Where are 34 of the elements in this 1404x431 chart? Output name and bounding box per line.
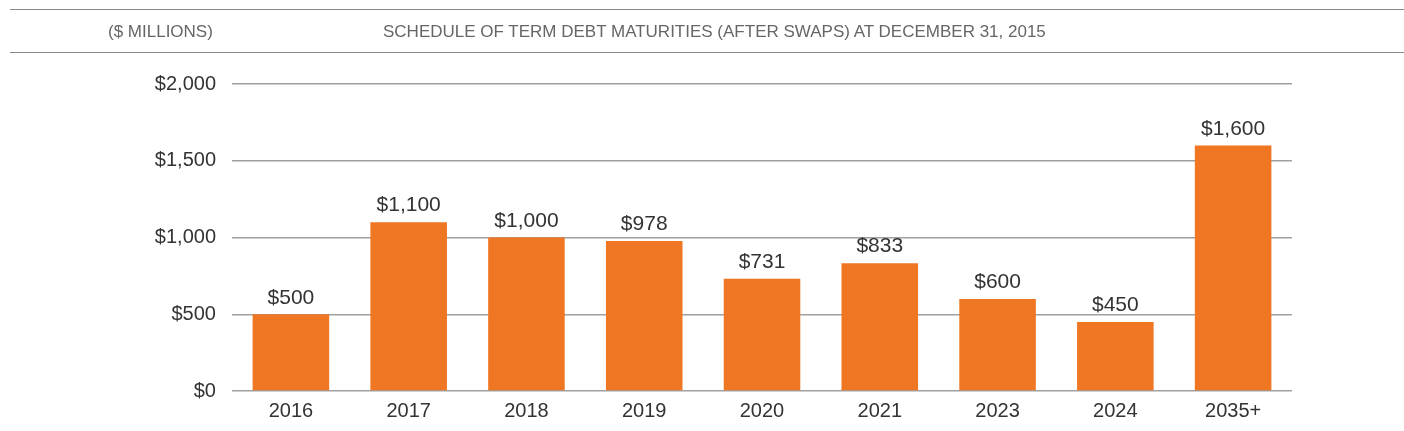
bar <box>723 278 801 391</box>
x-tick-label: 2024 <box>1093 398 1138 421</box>
y-tick-label: $0 <box>193 378 216 401</box>
bar <box>252 314 330 391</box>
y-tick-label: $1,000 <box>154 225 216 248</box>
chart-title: SCHEDULE OF TERM DEBT MATURITIES (AFTER SWAPS) AT DECEMBER 31, 2015 <box>383 22 1046 42</box>
y-axis-title: ($ MILLIONS) <box>108 22 213 42</box>
y-tick-label: $500 <box>171 301 216 324</box>
bar <box>1077 321 1154 391</box>
bar <box>370 222 447 391</box>
data-label: $1,600 <box>1200 115 1266 139</box>
x-tick-label: 2018 <box>504 398 549 421</box>
data-label: $833 <box>856 233 904 257</box>
x-tick-label: 2020 <box>739 398 785 421</box>
bar <box>1194 145 1272 391</box>
x-tick-label: 2019 <box>621 398 667 421</box>
bar <box>488 237 565 391</box>
data-label: $500 <box>267 284 315 308</box>
x-tick-label: 2023 <box>975 398 1020 421</box>
bar <box>605 240 683 391</box>
data-label: $450 <box>1091 292 1139 316</box>
bar <box>841 263 919 391</box>
x-tick-label: 2016 <box>268 398 314 421</box>
data-label: $1,100 <box>376 192 441 216</box>
x-tick-label: 2021 <box>857 398 903 421</box>
data-label: $731 <box>738 249 786 273</box>
data-label: $1,000 <box>494 207 559 231</box>
data-label: $600 <box>974 269 1021 293</box>
x-tick-label: 2035+ <box>1205 398 1262 421</box>
y-tick-label: $1,500 <box>154 148 216 171</box>
data-label: $978 <box>620 211 668 235</box>
bar <box>959 298 1036 391</box>
x-tick-label: 2017 <box>386 398 431 421</box>
y-tick-label: $2,000 <box>154 71 216 94</box>
